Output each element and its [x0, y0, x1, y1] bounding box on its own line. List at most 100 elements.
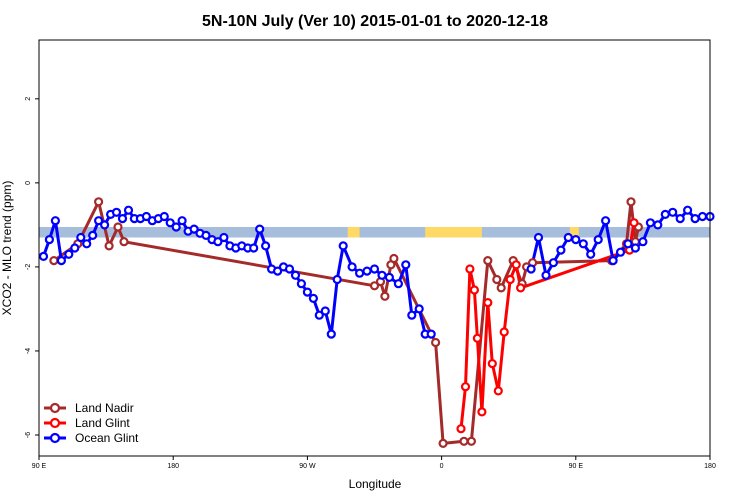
data-point-3-3	[548, 258, 559, 268]
data-point-2-52	[355, 268, 365, 278]
data-point-3-1	[533, 232, 544, 243]
data-point-1-3	[469, 285, 479, 295]
data-point-2-3	[56, 256, 67, 266]
data-point-0-13	[459, 436, 469, 446]
data-point-2-22	[171, 222, 181, 232]
data-point-2-58	[401, 260, 411, 270]
data-point-2-59	[407, 310, 417, 320]
data-point-3-4	[556, 245, 566, 255]
legend-label-1: Land Glint	[75, 416, 130, 430]
data-point-3-14	[630, 243, 641, 253]
data-point-3-0	[526, 264, 536, 274]
data-point-3-13	[623, 239, 633, 249]
legend-marker-2	[49, 432, 61, 444]
data-point-3-15	[638, 237, 648, 247]
data-point-3-8	[586, 249, 596, 259]
data-point-3-9	[593, 235, 603, 245]
land-band-1	[425, 226, 482, 238]
legend-marker-0	[49, 402, 61, 414]
data-point-2-50	[338, 241, 348, 251]
legend-label-0: Land Nadir	[75, 401, 134, 415]
data-point-1-7	[487, 359, 497, 369]
data-point-2-62	[426, 329, 436, 339]
data-point-2-44	[302, 287, 312, 297]
data-point-0-17	[496, 283, 506, 293]
y-tick-label-3: -4	[25, 348, 32, 354]
y-tick-label-1: 0	[25, 181, 32, 185]
data-point-3-21	[682, 205, 693, 215]
data-point-2-13	[117, 214, 128, 224]
data-point-2-45	[308, 293, 318, 303]
data-point-3-6	[571, 235, 581, 245]
data-point-3-2	[541, 270, 551, 280]
data-point-2-39	[273, 266, 283, 276]
data-point-0-0	[49, 256, 59, 266]
data-point-0-11	[431, 337, 441, 348]
data-point-2-55	[377, 270, 387, 280]
data-point-2-36	[255, 224, 265, 234]
y-tick-label-2: -2	[25, 264, 32, 270]
data-point-2-53	[362, 266, 372, 276]
y-axis-label: XCO2 - MLO trend (ppm)	[0, 181, 14, 316]
data-point-2-9	[93, 216, 104, 226]
axes: 90 E 180 90 W 0 90 E 180 2 0 -2 -4 -6	[25, 97, 716, 470]
data-point-2-17	[141, 211, 151, 222]
data-point-0-16	[492, 274, 502, 285]
data-point-2-0	[38, 251, 49, 261]
plot-frame	[38, 39, 711, 457]
data-point-2-14	[123, 205, 134, 215]
x-tick-label-3: 0	[440, 463, 444, 470]
data-point-2-21	[165, 218, 175, 228]
data-point-0-2	[93, 197, 104, 207]
data-point-0-8	[380, 291, 390, 301]
chart-title: 5N-10N July (Ver 10) 2015-01-01 to 2020-…	[202, 13, 548, 30]
data-point-1-8	[493, 386, 503, 396]
series-line-1	[459, 222, 636, 429]
data-point-2-29	[213, 237, 223, 247]
data-point-3-7	[578, 239, 588, 249]
data-point-0-14	[466, 436, 476, 446]
data-point-1-5	[477, 407, 487, 417]
data-point-0-5	[119, 237, 129, 247]
data-point-2-27	[201, 230, 211, 240]
data-point-3-17	[653, 220, 663, 230]
data-point-2-54	[369, 264, 380, 274]
data-point-2-60	[414, 304, 424, 314]
data-point-2-35	[249, 243, 259, 253]
data-point-0-15	[483, 256, 493, 266]
data-point-0-6	[369, 281, 380, 291]
data-point-2-12	[111, 207, 122, 217]
data-point-3-20	[675, 214, 685, 224]
data-point-1-14	[629, 218, 639, 228]
data-point-2-30	[219, 232, 229, 243]
x-tick-label-5: 180	[704, 463, 716, 470]
data-point-2-8	[88, 230, 98, 240]
x-tick-label-2: 90 W	[299, 463, 316, 470]
data-point-2-5	[70, 243, 80, 253]
plot-area	[38, 197, 715, 448]
data-point-2-56	[384, 272, 394, 282]
data-point-2-49	[332, 274, 342, 285]
data-point-2-51	[347, 262, 357, 272]
data-point-1-1	[460, 382, 471, 392]
data-point-2-57	[393, 279, 403, 289]
data-point-1-6	[483, 298, 493, 308]
data-point-3-10	[600, 216, 611, 226]
data-point-2-6	[76, 232, 86, 243]
data-point-1-10	[505, 274, 515, 285]
ocean-band	[39, 226, 710, 238]
x-axis-label: Longitude	[349, 477, 402, 491]
data-point-2-42	[290, 270, 301, 280]
data-point-2-46	[314, 310, 324, 320]
data-point-2-43	[296, 279, 306, 289]
data-point-3-18	[660, 209, 670, 219]
data-point-0-10	[389, 253, 399, 264]
data-point-0-12	[438, 438, 448, 448]
data-point-2-10	[99, 220, 110, 230]
data-point-1-9	[499, 327, 509, 337]
data-point-0-4	[113, 222, 123, 232]
data-point-2-1	[44, 235, 55, 245]
data-point-2-7	[82, 239, 92, 249]
data-point-2-23	[177, 216, 187, 226]
